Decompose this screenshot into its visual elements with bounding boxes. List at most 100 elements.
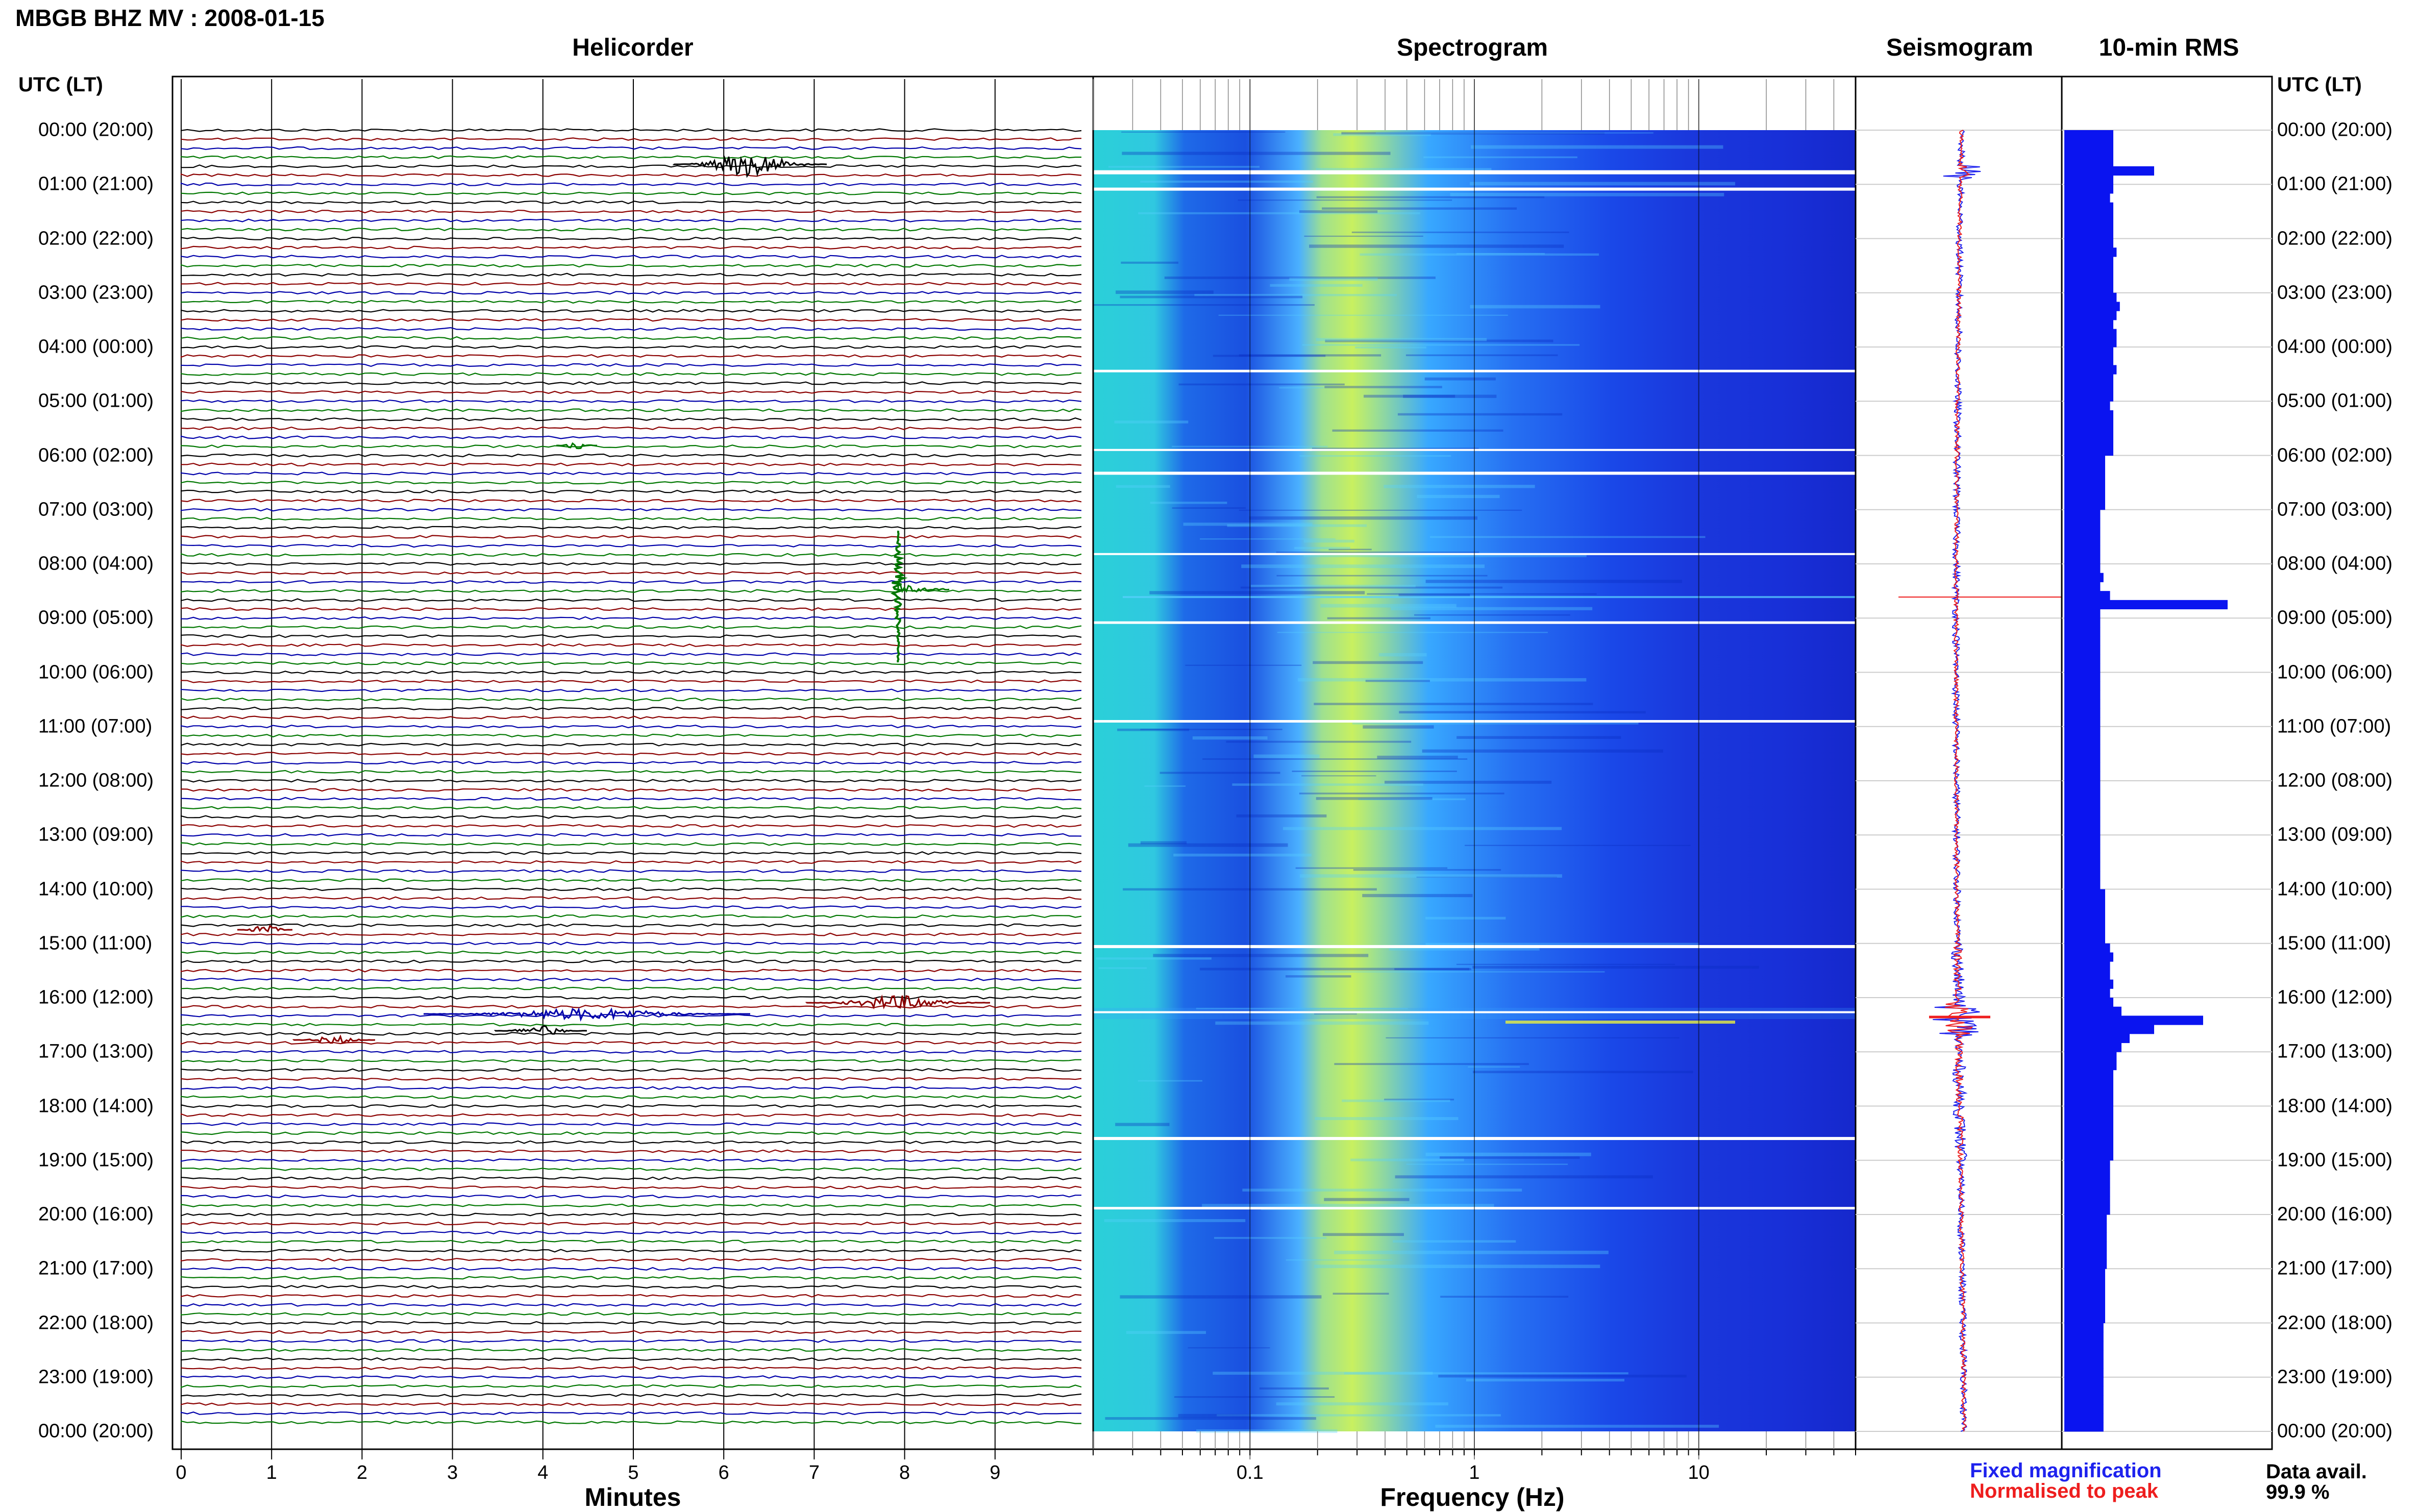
helicorder-trace xyxy=(180,263,1082,268)
seismogram-trace xyxy=(1944,130,1973,1431)
helicorder-tick-label: 6 xyxy=(718,1462,729,1483)
helicorder-trace xyxy=(180,1294,1082,1298)
time-label-right: 23:00 (19:00) xyxy=(2277,1366,2393,1388)
rms-bar xyxy=(2064,1124,2113,1134)
rms-bar xyxy=(2064,1079,2113,1088)
spectrogram-texture xyxy=(1126,1331,1206,1334)
helicorder-tick-label: 5 xyxy=(628,1462,639,1483)
spectrogram-texture xyxy=(1104,1219,1246,1222)
spectrogram-texture xyxy=(1276,575,1488,577)
helicorder-trace xyxy=(180,345,1082,349)
spectrogram-texture xyxy=(1128,843,1288,847)
helicorder-trace xyxy=(180,426,1082,431)
spectrogram-texture xyxy=(1417,494,1500,499)
rms-bar xyxy=(2064,410,2113,420)
spectrogram-texture xyxy=(1200,538,1336,540)
spectrogram-texture xyxy=(1315,1117,1459,1120)
time-label-left: 23:00 (19:00) xyxy=(38,1366,154,1388)
rms-bar xyxy=(2064,609,2101,618)
rms-bar xyxy=(2064,546,2101,555)
rms-bar xyxy=(2064,1187,2110,1197)
spectrogram-texture xyxy=(1215,1021,1429,1025)
time-label-left: 20:00 (16:00) xyxy=(38,1203,154,1225)
spectrogram-texture xyxy=(1322,207,1517,210)
rms-bar xyxy=(2064,1214,2107,1224)
spectrogram-texture xyxy=(1303,555,1587,557)
rms-bar xyxy=(2064,799,2101,808)
rms-bar xyxy=(2064,998,2113,1007)
helicorder-trace xyxy=(180,1195,1081,1199)
helicorder-trace xyxy=(180,164,1082,168)
helicorder-trace xyxy=(180,625,1082,629)
rms-bar xyxy=(2064,1097,2113,1106)
spectrogram-texture xyxy=(1422,749,1663,753)
rms-bar xyxy=(2064,383,2113,393)
rms-bar xyxy=(2064,1305,2105,1315)
spectrogram-texture xyxy=(1367,593,1597,595)
rms-bar xyxy=(2064,1350,2104,1359)
rms-bar xyxy=(2064,663,2101,673)
rms-bar xyxy=(2064,1151,2113,1161)
helicorder-trace xyxy=(180,1321,1082,1325)
helicorder-event xyxy=(805,994,991,1010)
helicorder-trace xyxy=(180,1203,1082,1207)
spectrogram-texture xyxy=(1450,193,1724,196)
helicorder-trace xyxy=(180,1230,1082,1235)
spectrogram-texture xyxy=(1440,1296,1569,1298)
spectrogram-texture xyxy=(1192,736,1268,740)
spectrogram-texture xyxy=(1425,580,1682,583)
rms-bar xyxy=(2064,726,2101,736)
spectrogram-texture xyxy=(1423,156,1577,158)
rms-bar xyxy=(2064,1286,2105,1296)
spectrogram-texture xyxy=(1114,420,1189,424)
rms-bar xyxy=(2064,275,2113,284)
spectrogram-texture xyxy=(1435,1425,1719,1428)
helicorder-event xyxy=(556,442,598,450)
legend-normalised-to-peak: Normalised to peak xyxy=(1970,1480,2159,1502)
rms-bar xyxy=(2064,473,2105,483)
helicorder-trace xyxy=(180,1149,1082,1153)
spectrogram-texture xyxy=(1456,253,1545,255)
time-label-left: 22:00 (18:00) xyxy=(38,1312,154,1333)
spectrogram-texture xyxy=(1140,180,1314,183)
time-label-right: 12:00 (08:00) xyxy=(2277,770,2393,791)
spectrogram-texture xyxy=(1117,728,1190,731)
spectrogram-texture xyxy=(1384,1099,1454,1101)
rms-bar xyxy=(2064,139,2113,148)
spectrogram-texture xyxy=(1116,485,1170,488)
seismogram-panel xyxy=(1855,76,2063,1450)
spectrogram-texture xyxy=(1140,729,1282,730)
spectrogram-texture xyxy=(1384,485,1535,488)
helicorder-trace xyxy=(180,670,1082,675)
rms-bar xyxy=(2064,573,2104,582)
spectrogram-texture xyxy=(1324,971,1605,973)
spectrogram-texture xyxy=(1270,284,1363,287)
rms-title: 10-min RMS xyxy=(2099,34,2239,61)
helicorder-trace xyxy=(180,1312,1082,1316)
rms-bar xyxy=(2064,916,2105,926)
spectrogram-texture xyxy=(1414,614,1570,616)
rms-bar xyxy=(2064,1142,2113,1152)
time-label-right: 19:00 (15:00) xyxy=(2277,1149,2393,1171)
helicorder-trace xyxy=(180,327,1081,331)
spectrogram-texture xyxy=(1360,253,1599,256)
helicorder-trace xyxy=(180,1032,1082,1036)
helicorder-trace xyxy=(180,1077,1082,1081)
rms-bar xyxy=(2064,1025,2154,1034)
time-label-left: 03:00 (23:00) xyxy=(38,282,154,304)
helicorder-tick-label: 2 xyxy=(356,1462,367,1483)
rms-bar xyxy=(2064,455,2105,465)
spectrogram-texture xyxy=(1364,394,1455,398)
spectrogram-texture xyxy=(1298,678,1587,682)
spectrogram-texture xyxy=(1121,131,1286,133)
rms-bar xyxy=(2064,319,2113,330)
rms-bar xyxy=(2064,1277,2105,1287)
spectrogram-texture xyxy=(1309,244,1564,248)
helicorder-trace xyxy=(180,1375,1082,1379)
spectrogram-texture xyxy=(1389,948,1540,951)
helicorder-trace xyxy=(180,860,1082,864)
helicorder-trace xyxy=(180,1095,1082,1099)
time-label-left: 15:00 (11:00) xyxy=(38,932,153,954)
spectrogram-texture xyxy=(1188,1347,1270,1349)
time-label-right: 20:00 (16:00) xyxy=(2277,1203,2393,1225)
